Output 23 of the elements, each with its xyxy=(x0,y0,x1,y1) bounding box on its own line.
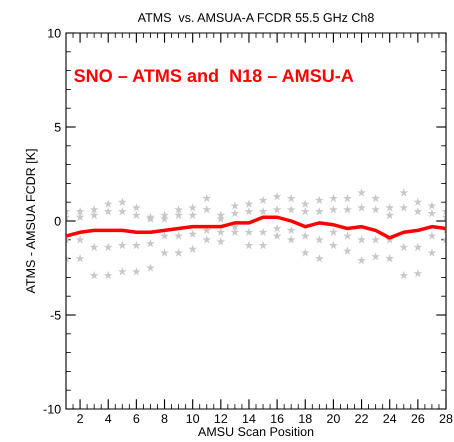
x-tick-label: 2 xyxy=(77,414,83,423)
x-tick-label: 14 xyxy=(242,414,256,423)
x-tick-label: 18 xyxy=(299,414,312,424)
x-tick-label: 8 xyxy=(162,414,168,424)
x-tick-label: 24 xyxy=(383,414,396,423)
x-tick-label: 22 xyxy=(355,414,368,423)
y-axis-title: ATMS - AMSUA FCDR [K] xyxy=(26,149,38,294)
x-tick-label: 20 xyxy=(327,414,340,424)
y-tick-label: -5 xyxy=(50,310,61,320)
x-tick-label: 6 xyxy=(134,414,140,424)
x-axis-title: AMSU Scan Position xyxy=(198,426,314,436)
y-tick-label: -10 xyxy=(44,404,61,414)
x-tick-label: 4 xyxy=(105,414,112,423)
x-tick-label: 12 xyxy=(214,414,228,423)
x-tick-label: 16 xyxy=(271,414,284,424)
y-tick-label: 10 xyxy=(48,28,61,38)
chart-title: ATMS vs. AMSUA-A FCDR 55.5 GHz Ch8 xyxy=(138,12,374,22)
x-tick-label: 26 xyxy=(412,414,424,424)
y-tick-label: 5 xyxy=(54,122,61,132)
y-tick-label: 0 xyxy=(54,216,61,226)
annotation: SNO – ATMS and N18 – AMSU-A xyxy=(74,68,354,82)
x-tick-label: 10 xyxy=(186,414,200,424)
x-tick-label: 28 xyxy=(440,414,452,424)
